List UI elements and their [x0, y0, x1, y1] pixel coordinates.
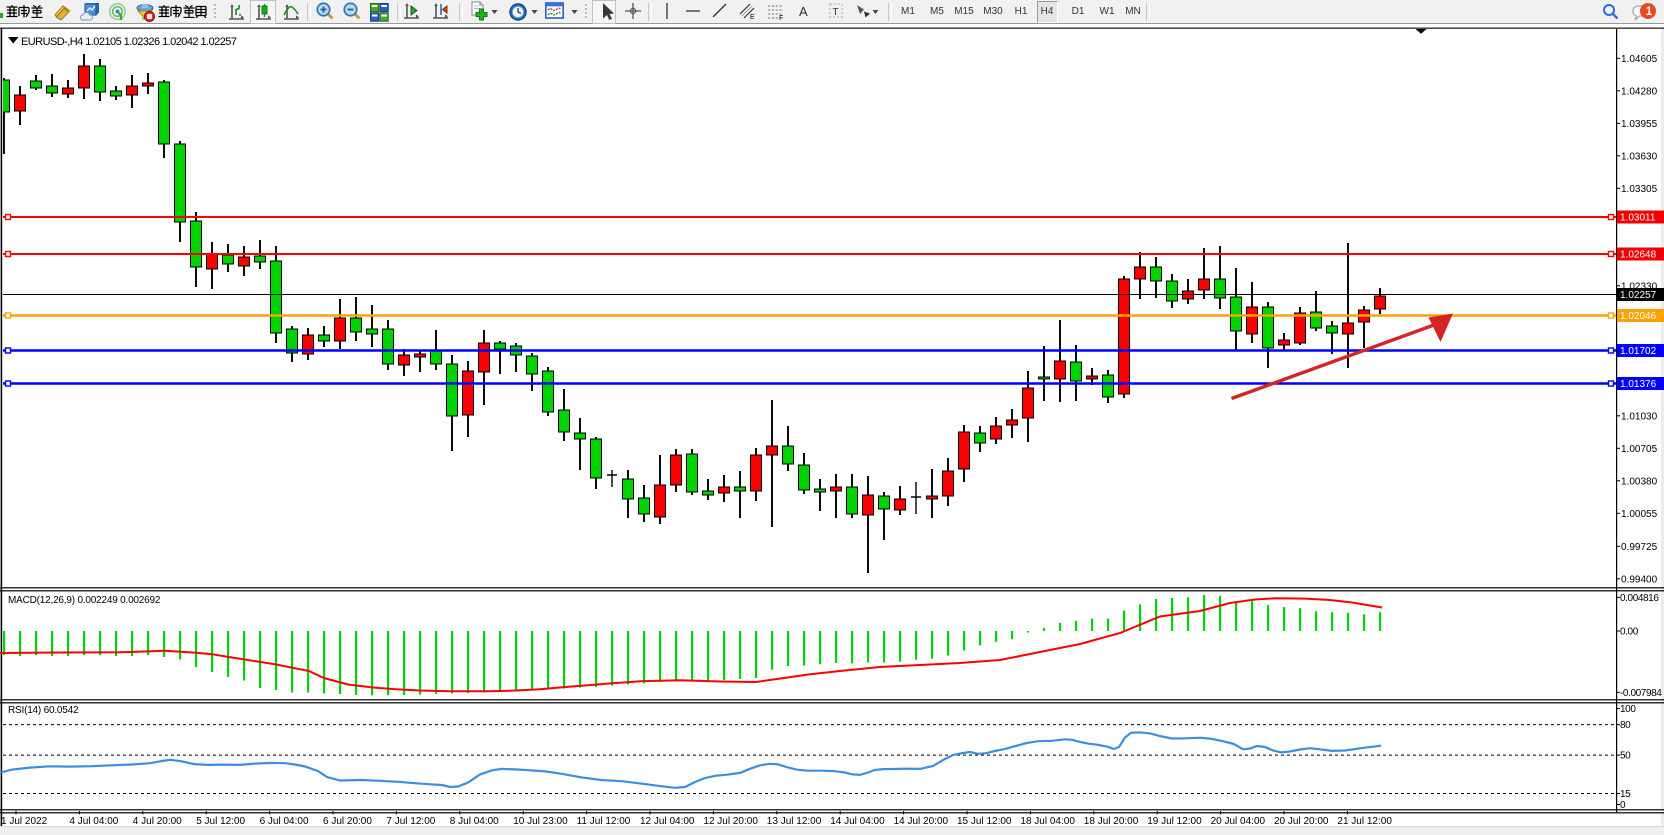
svg-text:1.02046: 1.02046 — [1620, 311, 1657, 322]
svg-text:0.004816: 0.004816 — [1620, 593, 1659, 604]
svg-text:15 Jul 12:00: 15 Jul 12:00 — [957, 816, 1012, 827]
svg-text:1.00705: 1.00705 — [1621, 444, 1658, 455]
svg-text:0: 0 — [1620, 800, 1626, 811]
svg-text:1.03955: 1.03955 — [1621, 119, 1658, 130]
svg-text:8 Jul 04:00: 8 Jul 04:00 — [450, 816, 499, 827]
svg-text:20 Jul 04:00: 20 Jul 04:00 — [1211, 816, 1266, 827]
svg-text:13 Jul 12:00: 13 Jul 12:00 — [767, 816, 822, 827]
svg-text:14 Jul 04:00: 14 Jul 04:00 — [830, 816, 885, 827]
svg-text:1.03011: 1.03011 — [1620, 213, 1656, 224]
svg-text:20 Jul 20:00: 20 Jul 20:00 — [1274, 816, 1329, 827]
svg-text:12 Jul 04:00: 12 Jul 04:00 — [640, 816, 695, 827]
svg-text:12 Jul 20:00: 12 Jul 20:00 — [703, 816, 758, 827]
svg-text:1.03305: 1.03305 — [1621, 184, 1658, 195]
svg-text:80: 80 — [1620, 720, 1631, 731]
svg-text:10 Jul 23:00: 10 Jul 23:00 — [513, 816, 568, 827]
svg-text:18 Jul 04:00: 18 Jul 04:00 — [1020, 816, 1075, 827]
svg-text:1.03630: 1.03630 — [1621, 151, 1658, 162]
svg-text:4 Jul 04:00: 4 Jul 04:00 — [69, 816, 118, 827]
svg-text:5 Jul 12:00: 5 Jul 12:00 — [196, 816, 245, 827]
svg-text:18 Jul 20:00: 18 Jul 20:00 — [1084, 816, 1139, 827]
svg-text:RSI(14) 60.0542: RSI(14) 60.0542 — [8, 705, 79, 716]
svg-text:50: 50 — [1620, 751, 1631, 762]
svg-text:1.01376: 1.01376 — [1620, 379, 1657, 390]
svg-text:1.04280: 1.04280 — [1621, 86, 1658, 97]
svg-text:1.02330: 1.02330 — [1621, 281, 1658, 292]
svg-text:19 Jul 12:00: 19 Jul 12:00 — [1147, 816, 1202, 827]
svg-text:11 Jul 12:00: 11 Jul 12:00 — [577, 816, 631, 827]
svg-text:1.02648: 1.02648 — [1620, 250, 1657, 261]
svg-text:1.00380: 1.00380 — [1621, 476, 1658, 487]
svg-text:1.00055: 1.00055 — [1621, 509, 1658, 520]
svg-text:F: F — [779, 15, 783, 22]
svg-text:1.01702: 1.01702 — [1620, 346, 1657, 357]
svg-text:21 Jul 12:00: 21 Jul 12:00 — [1337, 816, 1392, 827]
svg-text:1.01030: 1.01030 — [1621, 411, 1658, 422]
svg-text:0.99725: 0.99725 — [1621, 542, 1658, 553]
svg-text:1 Jul 2022: 1 Jul 2022 — [1, 816, 48, 827]
svg-text:0.00: 0.00 — [1620, 627, 1639, 638]
svg-text:7 Jul 12:00: 7 Jul 12:00 — [386, 816, 435, 827]
svg-text:4 Jul 20:00: 4 Jul 20:00 — [133, 816, 182, 827]
svg-text:1.02257: 1.02257 — [1620, 290, 1657, 301]
svg-text:-0.007984: -0.007984 — [1620, 688, 1662, 699]
svg-text:T: T — [833, 7, 839, 18]
svg-text:0.99400: 0.99400 — [1621, 574, 1658, 585]
svg-text:15: 15 — [1620, 789, 1631, 800]
svg-text:EURUSD-,H4 1.02105 1.02326 1.: EURUSD-,H4 1.02105 1.02326 1.02042 1.022… — [21, 36, 237, 48]
svg-text:1.04605: 1.04605 — [1621, 54, 1658, 65]
svg-text:100: 100 — [1620, 704, 1636, 715]
svg-text:6 Jul 04:00: 6 Jul 04:00 — [260, 816, 309, 827]
svg-text:6 Jul 20:00: 6 Jul 20:00 — [323, 816, 372, 827]
svg-text:MACD(12,26,9) 0.002249 0.00269: MACD(12,26,9) 0.002249 0.002692 — [8, 595, 161, 606]
svg-text:E: E — [750, 14, 755, 21]
svg-text:14 Jul 20:00: 14 Jul 20:00 — [894, 816, 949, 827]
svg-text:1: 1 — [1646, 6, 1653, 18]
